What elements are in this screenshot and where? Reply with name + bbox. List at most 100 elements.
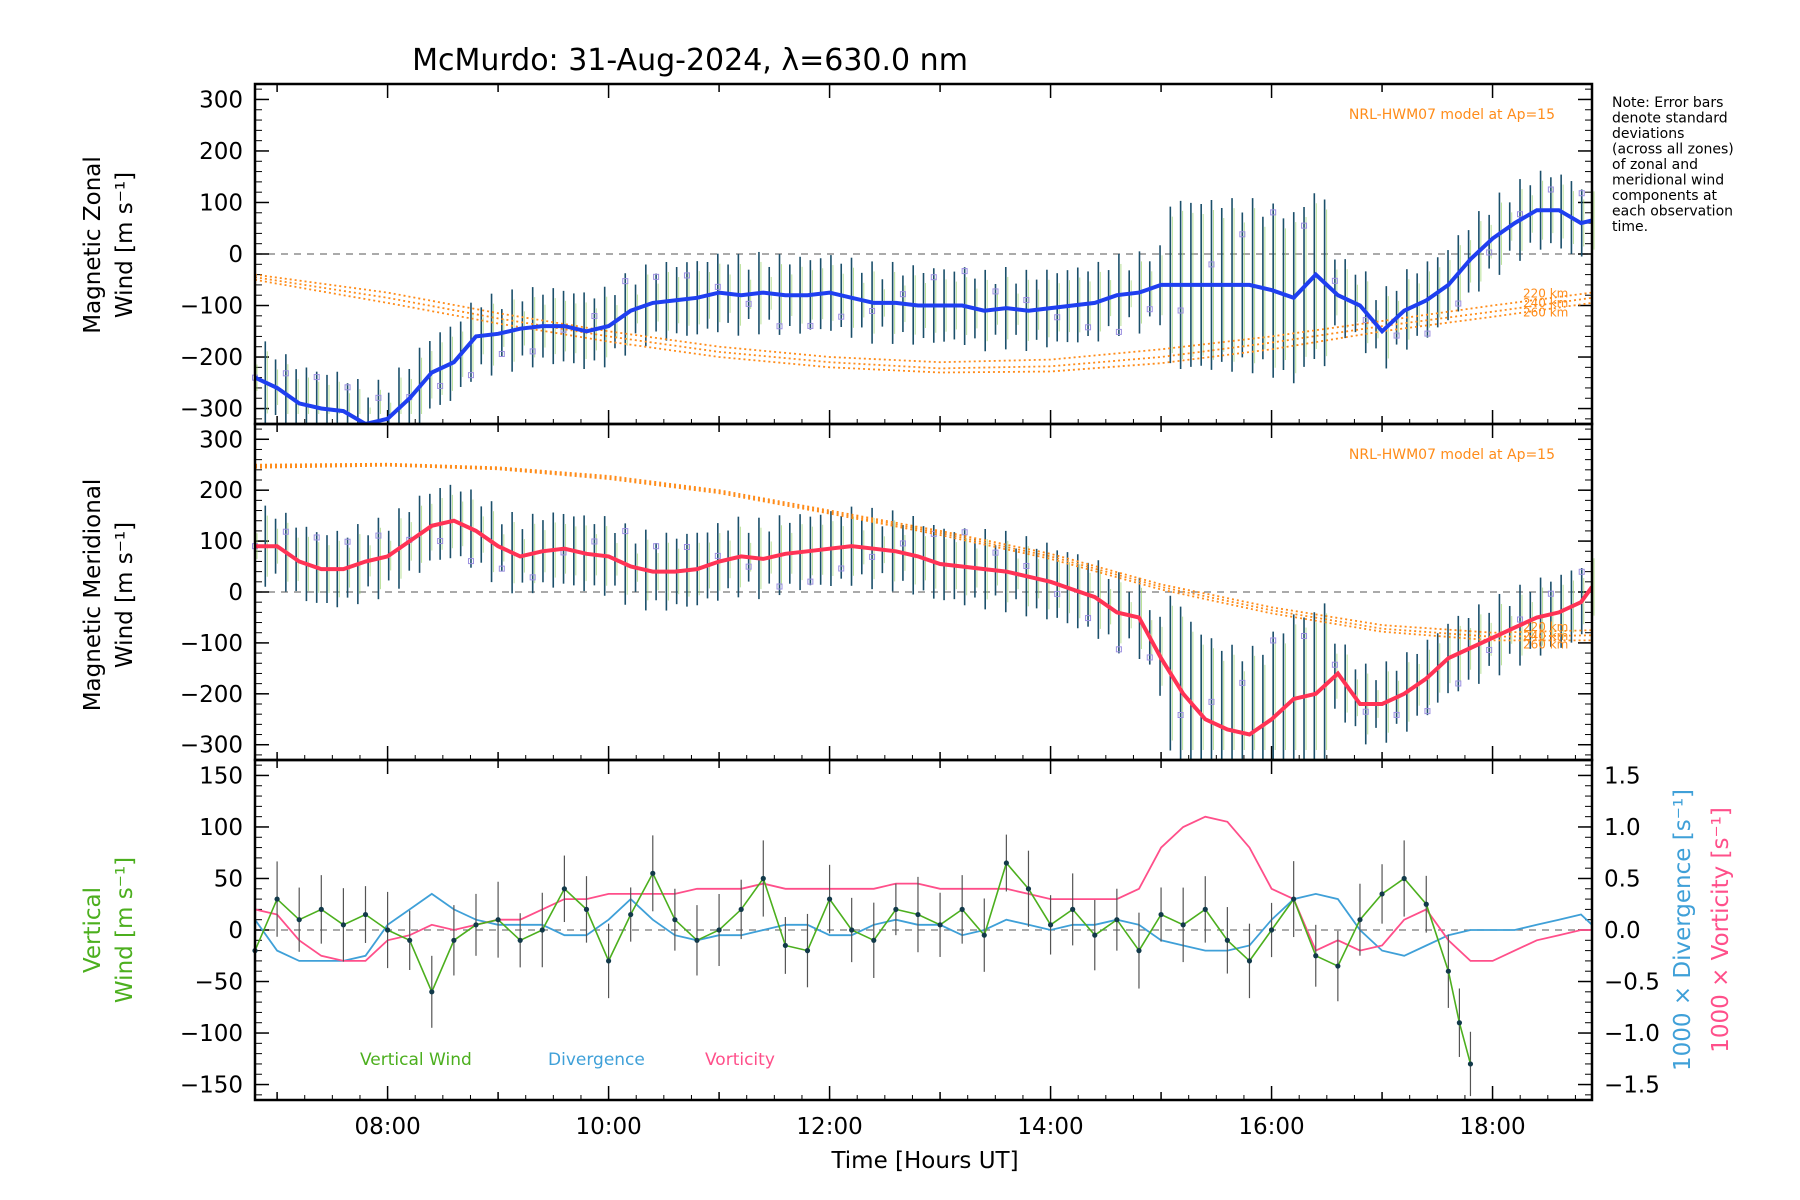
y-tick-label: 200 bbox=[199, 139, 243, 165]
zone-marker bbox=[591, 538, 598, 545]
zone-marker bbox=[1177, 307, 1184, 314]
vertical-wind-point bbox=[1202, 906, 1208, 912]
vertical-wind-point bbox=[826, 896, 833, 902]
zone-marker bbox=[282, 370, 289, 377]
zone-marker bbox=[1054, 590, 1061, 597]
vertical-wind-point bbox=[1136, 948, 1142, 954]
vertical-wind-point bbox=[760, 875, 766, 882]
vertical-wind-point bbox=[937, 922, 943, 928]
vertical-wind-point bbox=[318, 906, 324, 912]
zone-marker bbox=[1393, 332, 1400, 339]
vertical-wind-point bbox=[605, 958, 612, 964]
zone-marker bbox=[498, 565, 505, 572]
vertical-wind-point bbox=[1423, 901, 1429, 907]
right-tick-label: 0.5 bbox=[1604, 866, 1641, 892]
zone-marker bbox=[1486, 646, 1493, 653]
vertical-wind-point bbox=[517, 937, 523, 943]
y-tick-label: 150 bbox=[199, 763, 243, 789]
zone-marker bbox=[467, 372, 474, 379]
vertical-ylabel-line2: Wind [m s⁻¹] bbox=[112, 857, 138, 1003]
zone-marker bbox=[1486, 249, 1493, 256]
zone-marker bbox=[1208, 261, 1215, 268]
vertical-wind-point bbox=[1070, 906, 1076, 912]
zone-marker bbox=[375, 394, 382, 401]
y-tick-label: 200 bbox=[199, 478, 243, 504]
zone-marker bbox=[1085, 324, 1092, 331]
altitude-label: 220 km bbox=[1523, 620, 1568, 634]
zone-marker bbox=[591, 313, 598, 320]
vertical-wind-point bbox=[561, 886, 567, 892]
y-tick-label: 100 bbox=[199, 190, 243, 216]
altitude-label: 260 km bbox=[1523, 637, 1568, 651]
zone-marker bbox=[1331, 277, 1338, 284]
vertical-wind-point bbox=[451, 937, 457, 943]
model-label: NRL-HWM07 model at Ap=15 bbox=[1349, 107, 1555, 123]
y-tick-label: 0 bbox=[228, 918, 243, 944]
vertical-wind-point bbox=[1114, 917, 1120, 923]
zone-marker bbox=[1239, 679, 1246, 686]
vertical-wind-point bbox=[1047, 922, 1054, 928]
zone-marker bbox=[1054, 314, 1061, 321]
zonal-mean-line bbox=[255, 208, 1592, 424]
x-tick-label: 14:00 bbox=[1017, 1114, 1083, 1140]
y-tick-label: −100 bbox=[180, 294, 243, 320]
legend-vorticity: Vorticity bbox=[705, 1050, 775, 1070]
vertical-wind-point bbox=[1313, 953, 1319, 959]
vertical-ylabel: Vertical Wind [m s⁻¹] bbox=[80, 857, 138, 1003]
y-tick-label: −150 bbox=[180, 1073, 243, 1099]
note-line: each observation bbox=[1612, 204, 1733, 220]
zone-marker bbox=[529, 348, 536, 355]
y-tick-label: −100 bbox=[180, 631, 243, 657]
vertical-wind-point bbox=[650, 870, 656, 876]
vertical-wind-point bbox=[804, 948, 811, 954]
vertical-wind-point bbox=[429, 989, 435, 995]
vertical-wind-point bbox=[1003, 860, 1009, 866]
zonal-panel: 300 200 100 0 −100 −200 −300 NRL-HWM07 model at… bbox=[180, 82, 1595, 426]
vertical-wind-point bbox=[1401, 875, 1407, 882]
zone-marker bbox=[1455, 300, 1462, 307]
y-tick-label: 0 bbox=[228, 580, 243, 606]
zone-marker bbox=[313, 534, 320, 541]
vertical-wind-point bbox=[1357, 917, 1363, 923]
zone-marker bbox=[745, 563, 752, 570]
y-tick-label: 100 bbox=[199, 815, 243, 841]
chart-title: McMurdo: 31-Aug-2024, λ=630.0 nm bbox=[412, 43, 968, 78]
zone-marker bbox=[807, 322, 814, 329]
zone-marker bbox=[1115, 328, 1122, 335]
zone-marker bbox=[807, 578, 814, 585]
panel-frame bbox=[253, 758, 1594, 1102]
zone-marker bbox=[992, 549, 999, 556]
vertical-wind-point bbox=[473, 922, 479, 928]
zone-marker bbox=[1362, 317, 1369, 324]
vertical-wind-point bbox=[340, 922, 346, 928]
zone-marker bbox=[1239, 231, 1246, 238]
zone-marker bbox=[1517, 616, 1524, 623]
zone-marker bbox=[437, 382, 444, 389]
note-line: deviations bbox=[1612, 126, 1684, 142]
zone-marker bbox=[1362, 708, 1369, 715]
zone-marker bbox=[869, 307, 876, 314]
note-line: of zonal and bbox=[1612, 157, 1698, 173]
error-bars bbox=[252, 170, 1595, 424]
zone-marker bbox=[1208, 698, 1215, 705]
meridional-ylabel: Magnetic Meridional Wind [m s⁻¹] bbox=[80, 479, 138, 712]
y-tick-label: −200 bbox=[180, 345, 243, 371]
zone-marker bbox=[653, 273, 660, 280]
y-tick-label: 100 bbox=[199, 529, 243, 555]
note-line: meridional wind bbox=[1612, 173, 1724, 189]
vertical-wind-point bbox=[1092, 932, 1098, 938]
zone-marker bbox=[1517, 211, 1524, 218]
y-tick-label: 300 bbox=[199, 427, 243, 453]
zone-marker bbox=[1177, 712, 1184, 719]
zone-marker bbox=[529, 574, 536, 581]
legend-divergence: Divergence bbox=[548, 1050, 645, 1070]
zone-marker bbox=[622, 278, 629, 285]
meridional-mean-line bbox=[255, 518, 1592, 737]
zone-marker bbox=[1270, 637, 1277, 644]
zone-marker bbox=[961, 268, 968, 275]
vertical-wind-point bbox=[384, 927, 391, 933]
note-line: Note: Error bars bbox=[1612, 95, 1723, 111]
zone-marker bbox=[683, 272, 690, 279]
vertical-wind-point bbox=[628, 911, 634, 918]
zone-marker bbox=[838, 313, 845, 320]
